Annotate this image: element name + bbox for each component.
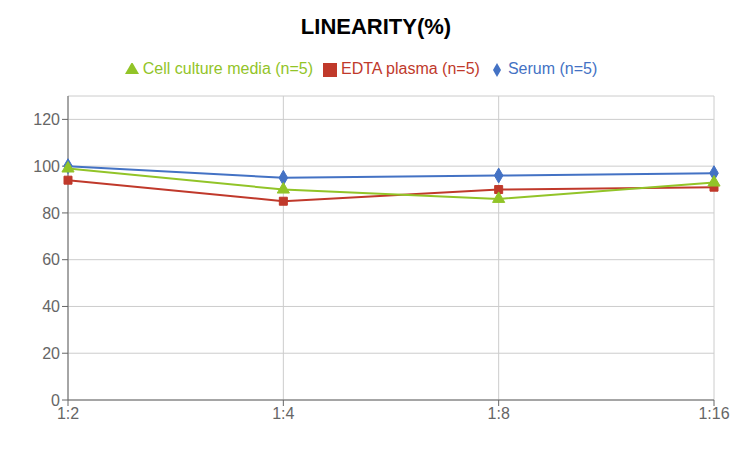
svg-text:100: 100 [33, 158, 60, 175]
svg-text:0: 0 [51, 392, 60, 409]
html-text:EDTA plasma (n=5): EDTA plasma (n=5) [341, 60, 480, 77]
html-text:LINEARITY(%): LINEARITY(%) [300, 14, 452, 39]
svg-text:1:8: 1:8 [488, 405, 510, 422]
svg-text:1:4: 1:4 [272, 405, 294, 422]
svg-text:80: 80 [42, 205, 60, 222]
svg-text:60: 60 [42, 251, 60, 268]
svg-text:1:2: 1:2 [57, 405, 79, 422]
svg-text:40: 40 [42, 298, 60, 315]
svg-text:1:16: 1:16 [698, 405, 729, 422]
svg-text:120: 120 [33, 111, 60, 128]
html-text:Cell culture media (n=5): Cell culture media (n=5) [142, 60, 313, 77]
html-text:Serum (n=5): Serum (n=5) [507, 60, 598, 77]
svg-text:20: 20 [42, 345, 60, 362]
